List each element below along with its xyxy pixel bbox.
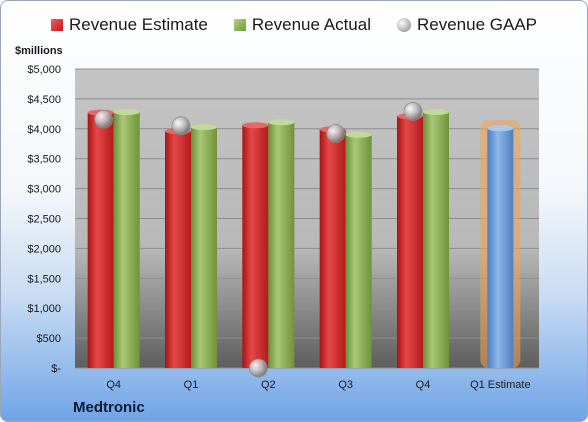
bar-top-cap [242, 122, 269, 129]
legend-label-actual: Revenue Actual [251, 15, 371, 34]
x-tick-label: Q2 [261, 379, 276, 391]
gridlines [75, 68, 539, 369]
legend-swatch-estimate [50, 19, 63, 31]
gaap-markers [94, 102, 423, 378]
bar-revenue-actual [268, 122, 295, 368]
x-axis-ticks: Q4 Q1 Q2 Q3 Q4 Q1 Estimate [106, 379, 530, 391]
bar-revenue-estimate [319, 129, 346, 368]
gaap-marker [326, 124, 346, 143]
gaap-marker [403, 102, 423, 121]
bar-top-cap [113, 109, 140, 116]
bar-revenue-actual [191, 127, 217, 368]
x-tick-label: Q4 [106, 379, 121, 391]
bar-revenue-estimate [165, 131, 191, 368]
company-name: Medtronic [73, 399, 145, 416]
legend-item-actual: Revenue Actual [233, 15, 371, 35]
bar-top-cap [487, 125, 514, 132]
x-tick-label: Q1 [184, 379, 199, 391]
legend-swatch-gaap [396, 18, 411, 32]
y-tick-label: $1,000 [27, 303, 61, 315]
x-tick-label: Q4 [416, 379, 431, 391]
bar-revenue-estimate [242, 125, 269, 368]
y-tick-label: $4,000 [27, 124, 61, 136]
legend-label-gaap: Revenue GAAP [416, 15, 537, 34]
bar-top-cap [191, 124, 217, 131]
legend: Revenue Estimate Revenue Actual Revenue … [1, 15, 587, 35]
legend-swatch-actual [233, 19, 246, 31]
gaap-marker [171, 116, 191, 136]
bar-revenue-estimate [87, 112, 114, 369]
x-tick-label: Q3 [338, 379, 353, 391]
y-axis-ticks: $5,000 $4,500 $4,000 $3,500 $3,000 $2,500 $2,0… [27, 64, 61, 375]
x-tick-label: Q1 Estimate [470, 379, 531, 391]
bar-revenue-estimate [397, 116, 423, 368]
y-tick-label: $3,500 [27, 154, 61, 166]
y-tick-label: $4,500 [27, 94, 61, 106]
bar-q1-estimate [487, 128, 514, 368]
y-tick-label: $3,000 [27, 184, 61, 196]
y-tick-label: $2,000 [27, 243, 61, 255]
y-tick-label: $2,500 [27, 214, 61, 226]
bar-revenue-actual [423, 112, 449, 368]
gaap-marker [94, 109, 114, 129]
y-unit-label: $millions [15, 45, 63, 57]
legend-item-estimate: Revenue Estimate [50, 15, 208, 35]
bars [87, 109, 521, 369]
bar-revenue-actual [113, 112, 140, 368]
bar-top-cap [423, 109, 449, 116]
gaap-marker [248, 358, 268, 378]
bar-top-cap [345, 131, 372, 138]
y-tick-label: $500 [37, 333, 61, 345]
legend-label-estimate: Revenue Estimate [68, 15, 208, 34]
legend-item-gaap: Revenue GAAP [396, 15, 537, 35]
bar-top-cap [268, 119, 295, 126]
bar-revenue-actual [345, 134, 372, 368]
y-tick-label: $1,500 [27, 273, 61, 285]
y-tick-label: $- [51, 363, 61, 375]
y-tick-label: $5,000 [27, 64, 61, 76]
